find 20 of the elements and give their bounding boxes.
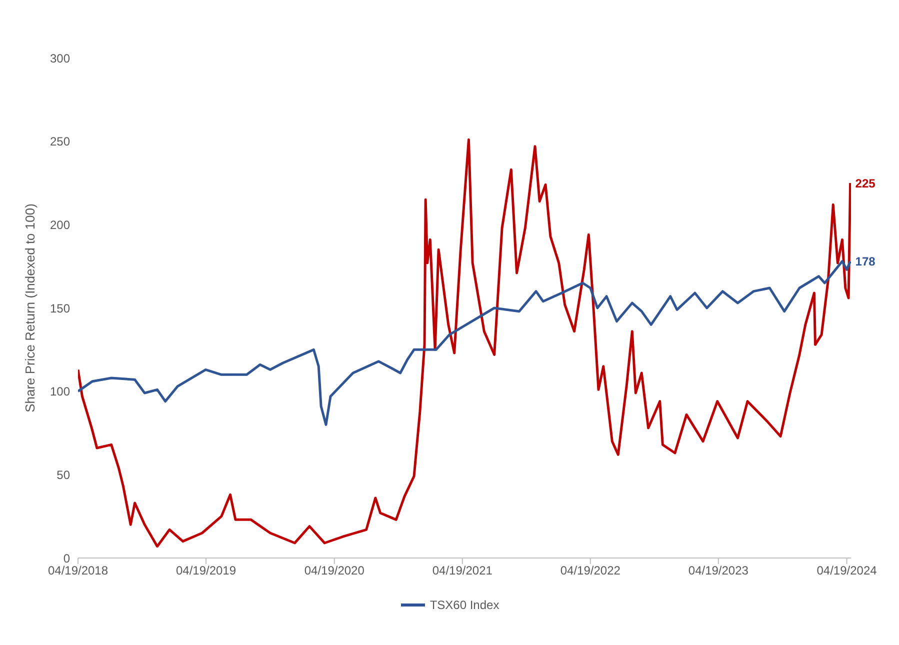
y-tick-label: 250 [50, 134, 70, 149]
legend-label: TSX60 Index [430, 598, 500, 612]
line-series [78, 260, 851, 426]
x-tick-label: 04/19/2022 [560, 564, 621, 578]
y-tick-label: 0 [63, 551, 70, 566]
y-tick-label: 200 [50, 218, 70, 232]
y-tick-label: 50 [56, 468, 70, 482]
x-tick-label: 04/19/2021 [432, 564, 493, 578]
line-series [78, 138, 851, 548]
y-tick-label: 100 [50, 384, 70, 399]
x-tick-label: 04/19/2019 [176, 564, 236, 578]
annotation: 178 [855, 254, 876, 269]
x-tick-label: 04/19/2023 [688, 564, 749, 578]
y-tick-label: 300 [50, 51, 70, 66]
annotation: 225 [855, 176, 876, 190]
y-tick-label: 150 [50, 301, 70, 316]
x-tick-label: 04/19/2020 [304, 564, 365, 578]
x-tick-label: 04/19/2024 [816, 564, 878, 578]
y-axis-title: Share Price Return (Indexed to 100) [22, 204, 38, 412]
x-tick-label: 04/19/2018 [48, 564, 108, 578]
